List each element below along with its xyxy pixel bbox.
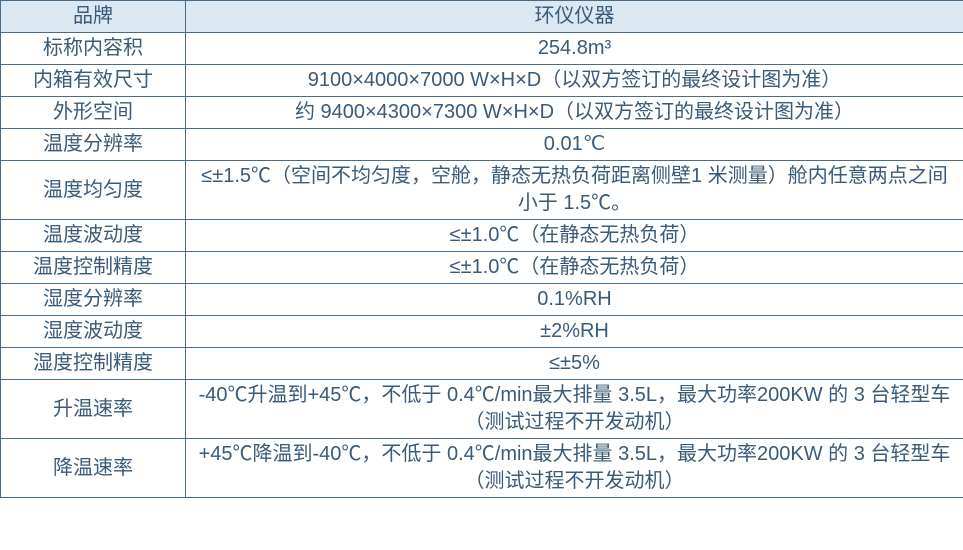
table-row: 温度控制精度 ≤±1.0℃（在静态无热负荷） (1, 252, 963, 284)
table-row: 湿度控制精度 ≤±5% (1, 348, 963, 380)
row-label: 温度波动度 (1, 220, 186, 252)
table-header-row: 品牌 环仪仪器 (1, 1, 963, 33)
row-label: 湿度控制精度 (1, 348, 186, 380)
row-value: 0.1%RH (186, 284, 963, 316)
table-row: 温度分辨率 0.01℃ (1, 129, 963, 161)
row-value: 9100×4000×7000 W×H×D（以双方签订的最终设计图为准） (186, 65, 963, 97)
row-label: 温度控制精度 (1, 252, 186, 284)
row-label: 温度分辨率 (1, 129, 186, 161)
row-value: ≤±1.0℃（在静态无热负荷） (186, 220, 963, 252)
row-label: 标称内容积 (1, 33, 186, 65)
table-row: 外形空间 约 9400×4300×7300 W×H×D（以双方签订的最终设计图为… (1, 97, 963, 129)
table-row: 温度波动度 ≤±1.0℃（在静态无热负荷） (1, 220, 963, 252)
table-row: 降温速率 +45℃降温到-40℃，不低于 0.4℃/min最大排量 3.5L，最… (1, 439, 963, 498)
table-row: 内箱有效尺寸 9100×4000×7000 W×H×D（以双方签订的最终设计图为… (1, 65, 963, 97)
spec-table: 品牌 环仪仪器 标称内容积 254.8m³ 内箱有效尺寸 9100×4000×7… (0, 0, 963, 498)
table-row: 标称内容积 254.8m³ (1, 33, 963, 65)
row-value: +45℃降温到-40℃，不低于 0.4℃/min最大排量 3.5L，最大功率20… (186, 439, 963, 498)
row-label: 降温速率 (1, 439, 186, 498)
row-label: 升温速率 (1, 380, 186, 439)
row-value: ≤±5% (186, 348, 963, 380)
table-row: 湿度波动度 ±2%RH (1, 316, 963, 348)
header-label-cell: 品牌 (1, 1, 186, 33)
row-value: 0.01℃ (186, 129, 963, 161)
table-row: 升温速率 -40℃升温到+45℃，不低于 0.4℃/min最大排量 3.5L，最… (1, 380, 963, 439)
row-value: ≤±1.5℃（空间不均匀度，空舱，静态无热负荷距离侧壁1 米测量）舱内任意两点之… (186, 161, 963, 220)
row-label: 内箱有效尺寸 (1, 65, 186, 97)
row-label: 外形空间 (1, 97, 186, 129)
row-label: 湿度波动度 (1, 316, 186, 348)
row-value: 约 9400×4300×7300 W×H×D（以双方签订的最终设计图为准） (186, 97, 963, 129)
table-row: 温度均匀度 ≤±1.5℃（空间不均匀度，空舱，静态无热负荷距离侧壁1 米测量）舱… (1, 161, 963, 220)
row-value: ≤±1.0℃（在静态无热负荷） (186, 252, 963, 284)
row-value: 254.8m³ (186, 33, 963, 65)
table-row: 湿度分辨率 0.1%RH (1, 284, 963, 316)
row-label: 湿度分辨率 (1, 284, 186, 316)
row-value: -40℃升温到+45℃，不低于 0.4℃/min最大排量 3.5L，最大功率20… (186, 380, 963, 439)
row-value: ±2%RH (186, 316, 963, 348)
header-value-cell: 环仪仪器 (186, 1, 963, 33)
row-label: 温度均匀度 (1, 161, 186, 220)
